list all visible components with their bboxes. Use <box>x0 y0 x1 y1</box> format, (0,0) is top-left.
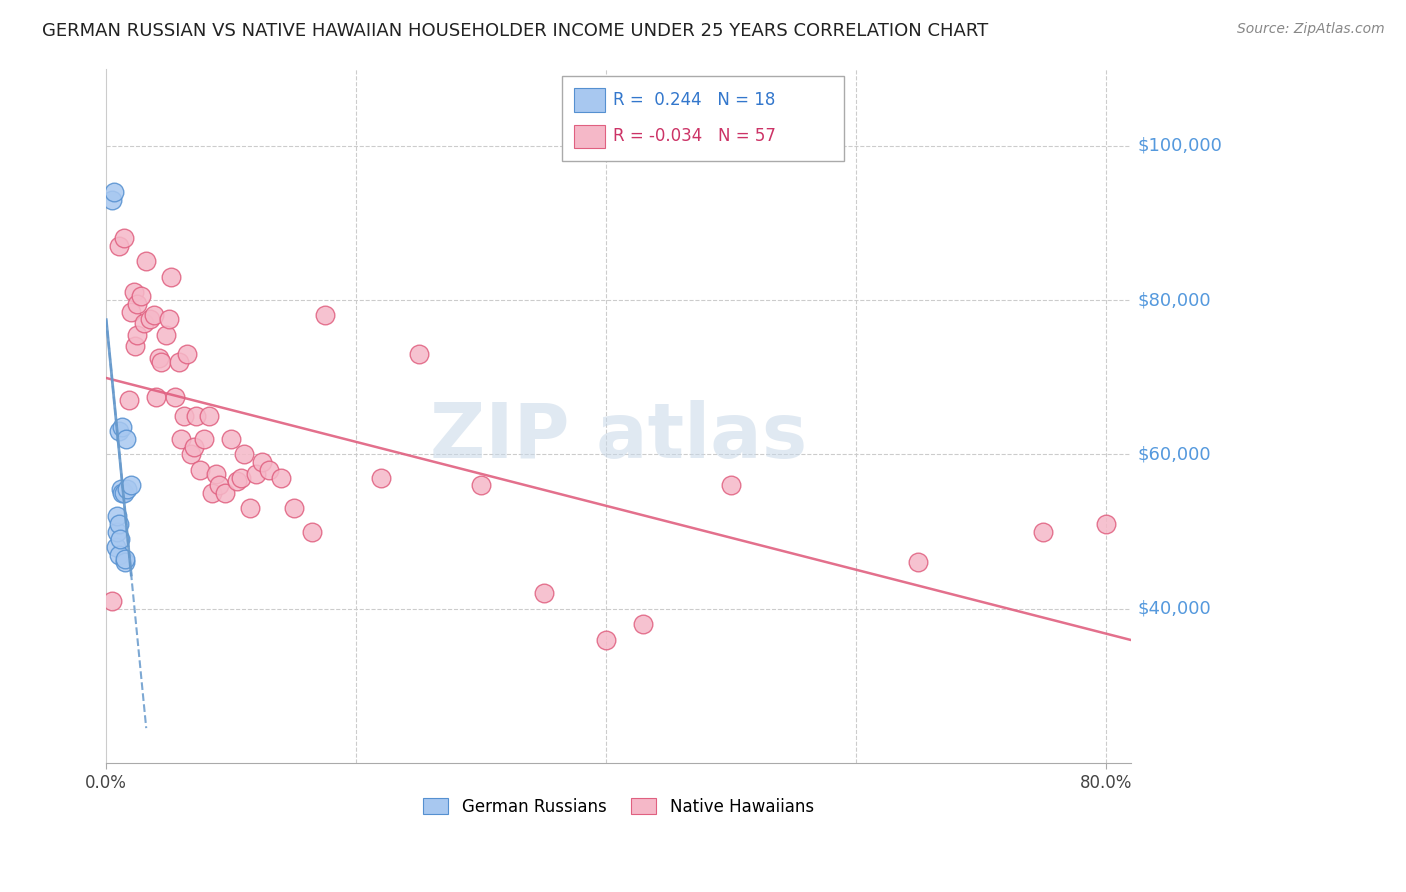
Point <box>111 486 134 500</box>
Point <box>107 509 129 524</box>
Point <box>301 524 323 539</box>
Point <box>105 540 128 554</box>
Point <box>193 432 215 446</box>
Point <box>314 309 336 323</box>
Point <box>145 390 167 404</box>
Point <box>408 347 430 361</box>
Point <box>115 432 138 446</box>
Point <box>239 501 262 516</box>
Point <box>127 297 149 311</box>
Point <box>132 316 155 330</box>
Point <box>231 470 253 484</box>
Point <box>157 312 180 326</box>
Point <box>370 470 392 484</box>
Point <box>533 586 555 600</box>
Point <box>127 327 149 342</box>
Point <box>118 393 141 408</box>
Point <box>188 463 211 477</box>
Legend: German Russians, Native Hawaiians: German Russians, Native Hawaiians <box>415 789 823 824</box>
Point <box>283 501 305 516</box>
Point <box>245 467 267 481</box>
Point <box>129 289 152 303</box>
Point <box>107 239 129 253</box>
Point <box>205 467 228 481</box>
Text: ZIP atlas: ZIP atlas <box>430 400 807 474</box>
Text: R =  0.244   N = 18: R = 0.244 N = 18 <box>613 91 775 109</box>
Point <box>173 409 195 423</box>
Point <box>470 478 492 492</box>
Point <box>142 309 165 323</box>
Point <box>114 551 136 566</box>
Point <box>110 482 132 496</box>
Point <box>270 470 292 484</box>
Text: $80,000: $80,000 <box>1137 291 1211 309</box>
Point <box>107 548 129 562</box>
Point <box>114 556 136 570</box>
Point <box>907 556 929 570</box>
Point <box>150 355 173 369</box>
Point <box>226 475 249 489</box>
Point <box>107 524 129 539</box>
Point <box>219 432 242 446</box>
Text: Source: ZipAtlas.com: Source: ZipAtlas.com <box>1237 22 1385 37</box>
Point <box>720 478 742 492</box>
Point <box>1094 516 1116 531</box>
Point <box>112 486 135 500</box>
Point <box>163 390 186 404</box>
Point <box>197 409 219 423</box>
Point <box>155 327 177 342</box>
Text: GERMAN RUSSIAN VS NATIVE HAWAIIAN HOUSEHOLDER INCOME UNDER 25 YEARS CORRELATION : GERMAN RUSSIAN VS NATIVE HAWAIIAN HOUSEH… <box>42 22 988 40</box>
Point <box>1032 524 1054 539</box>
Text: $60,000: $60,000 <box>1137 445 1211 464</box>
Point <box>595 632 617 647</box>
Point <box>101 193 124 207</box>
Text: $100,000: $100,000 <box>1137 136 1222 154</box>
Point <box>108 533 131 547</box>
Point <box>183 440 205 454</box>
Point <box>111 420 134 434</box>
Point <box>120 304 142 318</box>
Text: $40,000: $40,000 <box>1137 599 1211 618</box>
Point <box>160 269 183 284</box>
Point <box>112 231 135 245</box>
Text: R = -0.034   N = 57: R = -0.034 N = 57 <box>613 128 776 145</box>
Point <box>257 463 280 477</box>
Point <box>122 285 145 300</box>
Point <box>107 424 129 438</box>
Point <box>148 351 170 365</box>
Point <box>232 447 254 461</box>
Point <box>139 312 162 326</box>
Point <box>107 516 129 531</box>
Point <box>167 355 190 369</box>
Point <box>176 347 198 361</box>
Point <box>180 447 202 461</box>
Point <box>135 254 157 268</box>
Point <box>201 486 224 500</box>
Point <box>101 594 124 608</box>
Point <box>208 478 231 492</box>
Point <box>186 409 208 423</box>
Point <box>120 478 142 492</box>
Point <box>252 455 274 469</box>
Point <box>103 185 125 199</box>
Point <box>170 432 193 446</box>
Point <box>214 486 236 500</box>
Point <box>117 482 139 496</box>
Point <box>633 617 655 632</box>
Point <box>124 339 146 353</box>
